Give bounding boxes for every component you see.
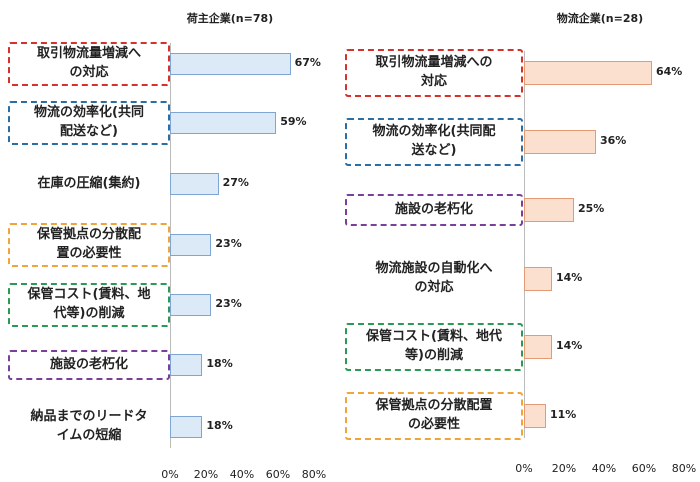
shipper-value-label-2: 59% [280,115,307,128]
logistics-category-label-4: 物流施設の自動化へ の対応 [375,261,493,295]
shipper-category-label-4: 保管拠点の分散配 置の必要性 [8,223,170,267]
shipper-bar-1 [170,53,291,75]
logistics-x-tick-2: 40% [591,462,617,475]
shipper-category-label-2: 物流の効率化(共同 配送など) [8,101,170,145]
logistics-value-label-1: 64% [656,65,683,78]
shipper-category-label-3: 在庫の圧縮(集約) [37,175,141,191]
shipper-category-label-5: 保管コスト(賃料、地 代等)の削減 [8,283,170,327]
shipper-value-label-7: 18% [206,419,233,432]
shipper-bar-7 [170,416,203,438]
shipper-value-label-4: 23% [215,237,242,250]
logistics-bar-4 [524,267,552,291]
logistics-value-label-2: 36% [600,134,627,147]
logistics-x-tick-1: 20% [551,462,577,475]
logistics-bar-2 [524,130,596,154]
shipper-category-label-6: 施設の老朽化 [8,350,170,380]
logistics-x-tick-0: 0% [515,462,533,475]
logistics-category-label-1: 取引物流量増減への 対応 [345,49,523,97]
logistics-value-label-5: 14% [556,339,583,352]
logistics-category-label-5: 保管コスト(賃料、地代 等)の削減 [345,323,523,371]
shipper-x-tick-0: 0% [161,468,179,481]
shipper-x-tick-4: 80% [301,468,327,481]
logistics-category-label-6: 保管拠点の分散配置 の必要性 [345,392,523,440]
shipper-bar-5 [170,294,212,316]
logistics-bar-5 [524,335,552,359]
logistics-axis-line [524,51,525,438]
shipper-x-tick-2: 40% [229,468,255,481]
logistics-bar-6 [524,404,546,428]
shipper-category-label-1: 取引物流量増減へ の対応 [8,42,170,86]
logistics-bar-3 [524,198,574,222]
shipper-x-tick-1: 20% [193,468,219,481]
shipper-value-label-6: 18% [206,357,233,370]
logistics-chart-title: 物流企業(n=28) [556,12,644,25]
shipper-value-label-1: 67% [294,56,321,69]
shipper-chart-title: 荷主企業(n=78) [186,12,274,25]
logistics-value-label-3: 25% [578,202,605,215]
shipper-category-label-7: 納品までのリードタ イムの短縮 [30,409,148,443]
shipper-value-label-5: 23% [215,297,242,310]
shipper-bar-3 [170,173,219,195]
shipper-x-tick-3: 60% [265,468,291,481]
shipper-bar-4 [170,234,212,256]
shipper-bar-2 [170,112,277,134]
logistics-bar-1 [524,61,652,85]
logistics-x-tick-4: 80% [671,462,697,475]
shipper-bar-6 [170,354,203,376]
logistics-category-label-2: 物流の効率化(共同配 送など) [345,118,523,166]
shipper-value-label-3: 27% [222,176,249,189]
logistics-value-label-4: 14% [556,271,583,284]
logistics-category-label-3: 施設の老朽化 [345,194,523,226]
logistics-x-tick-3: 60% [631,462,657,475]
logistics-value-label-6: 11% [550,408,577,421]
